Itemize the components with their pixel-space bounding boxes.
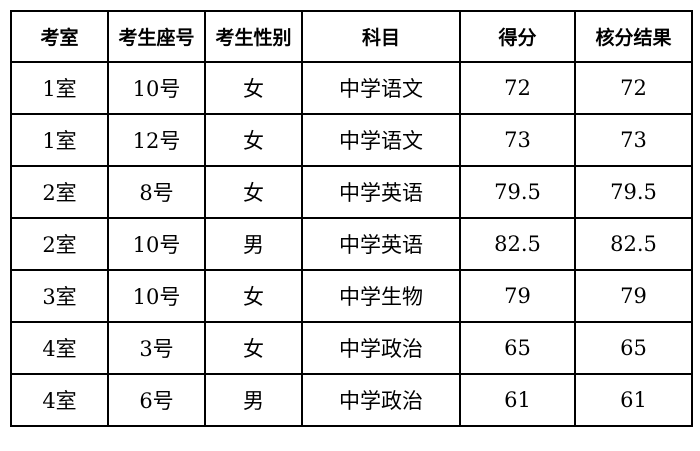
cell-verified-result: 79 bbox=[574, 269, 693, 323]
cell-exam-room: 1室 bbox=[10, 61, 109, 115]
header-row: 考室 考生座号 考生性别 科目 得分 核分结果 bbox=[10, 10, 693, 63]
table-row: 1室 12号女中学语文 73 73 bbox=[10, 113, 693, 167]
cell-exam-room: 4室 bbox=[10, 321, 109, 375]
cell-seat-number: 10号 bbox=[107, 217, 206, 271]
cell-gender: 女 bbox=[204, 165, 303, 219]
cell-subject: 中学政治 bbox=[301, 373, 461, 427]
cell-score: 72 bbox=[459, 61, 576, 115]
header-exam-room: 考室 bbox=[10, 10, 109, 63]
cell-seat-number: 3号 bbox=[107, 321, 206, 375]
cell-verified-result: 65 bbox=[574, 321, 693, 375]
header-seat-number: 考生座号 bbox=[107, 10, 206, 63]
cell-seat-number: 8号 bbox=[107, 165, 206, 219]
cell-subject: 中学政治 bbox=[301, 321, 461, 375]
cell-verified-result: 82.5 bbox=[574, 217, 693, 271]
cell-score: 82.5 bbox=[459, 217, 576, 271]
cell-exam-room: 3室 bbox=[10, 269, 109, 323]
cell-subject: 中学英语 bbox=[301, 217, 461, 271]
cell-seat-number: 6号 bbox=[107, 373, 206, 427]
cell-exam-room: 2室 bbox=[10, 165, 109, 219]
header-gender: 考生性别 bbox=[204, 10, 303, 63]
cell-subject: 中学英语 bbox=[301, 165, 461, 219]
header-subject: 科目 bbox=[301, 10, 461, 63]
cell-score: 61 bbox=[459, 373, 576, 427]
cell-seat-number: 10号 bbox=[107, 269, 206, 323]
cell-verified-result: 72 bbox=[574, 61, 693, 115]
score-table: 考室 考生座号 考生性别 科目 得分 核分结果 1室 10号女中学语文 72 72 1室… bbox=[10, 10, 693, 427]
cell-verified-result: 79.5 bbox=[574, 165, 693, 219]
cell-subject: 中学语文 bbox=[301, 113, 461, 167]
cell-exam-room: 1室 bbox=[10, 113, 109, 167]
header-verified-result: 核分结果 bbox=[574, 10, 693, 63]
cell-score: 65 bbox=[459, 321, 576, 375]
cell-score: 79 bbox=[459, 269, 576, 323]
cell-verified-result: 61 bbox=[574, 373, 693, 427]
cell-gender: 女 bbox=[204, 269, 303, 323]
table-row: 4室 6号男中学政治 61 61 bbox=[10, 373, 693, 427]
cell-verified-result: 73 bbox=[574, 113, 693, 167]
table-row: 2室 10号男中学英语 82.5 82.5 bbox=[10, 217, 693, 271]
cell-exam-room: 4室 bbox=[10, 373, 109, 427]
table-row: 1室 10号女中学语文 72 72 bbox=[10, 61, 693, 115]
cell-score: 73 bbox=[459, 113, 576, 167]
cell-exam-room: 2室 bbox=[10, 217, 109, 271]
cell-score: 79.5 bbox=[459, 165, 576, 219]
table-row: 3室 10号女中学生物 79 79 bbox=[10, 269, 693, 323]
table-row: 4室 3号女中学政治 65 65 bbox=[10, 321, 693, 375]
cell-gender: 男 bbox=[204, 373, 303, 427]
cell-gender: 女 bbox=[204, 321, 303, 375]
cell-gender: 女 bbox=[204, 113, 303, 167]
cell-gender: 女 bbox=[204, 61, 303, 115]
cell-seat-number: 12号 bbox=[107, 113, 206, 167]
cell-seat-number: 10号 bbox=[107, 61, 206, 115]
cell-subject: 中学生物 bbox=[301, 269, 461, 323]
cell-subject: 中学语文 bbox=[301, 61, 461, 115]
header-score: 得分 bbox=[459, 10, 576, 63]
cell-gender: 男 bbox=[204, 217, 303, 271]
table-row: 2室 8号女中学英语 79.5 79.5 bbox=[10, 165, 693, 219]
